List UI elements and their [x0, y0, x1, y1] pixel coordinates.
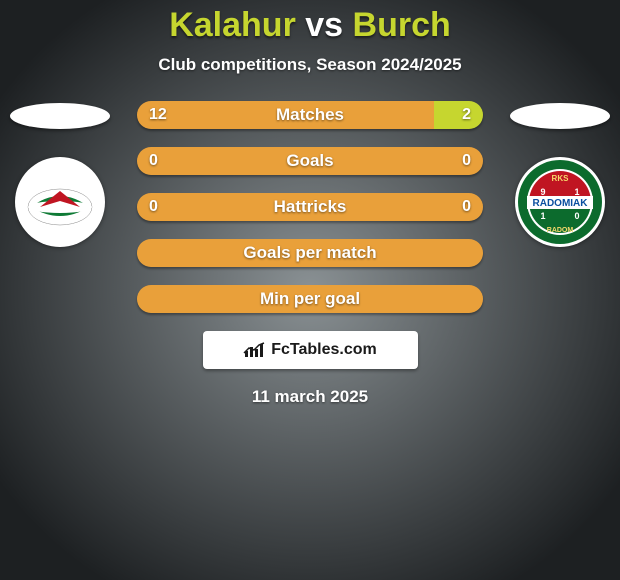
stat-label: Matches: [137, 101, 483, 129]
left-club-logo: [23, 165, 97, 239]
title-player-right: Burch: [353, 6, 451, 44]
left-player-ellipse: [10, 103, 110, 129]
left-club-badge: [15, 157, 105, 247]
right-player-column: RADOMIAK RKS RADOM 9 1 1 0: [500, 93, 620, 247]
stat-bars: Matches122Goals00Hattricks00Goals per ma…: [137, 93, 483, 313]
svg-text:0: 0: [574, 211, 579, 221]
stat-label: Min per goal: [137, 285, 483, 313]
right-club-logo: RADOMIAK RKS RADOM 9 1 1 0: [517, 159, 603, 245]
svg-text:9: 9: [540, 187, 545, 197]
right-club-text: RADOMIAK: [533, 198, 589, 209]
left-player-column: [0, 93, 120, 247]
stat-left-value: 12: [149, 101, 167, 129]
svg-text:RKS: RKS: [552, 174, 570, 183]
right-player-ellipse: [510, 103, 610, 129]
page-root: Kalahur vs Burch Club competitions, Seas…: [0, 0, 620, 580]
stat-pill-matches: Matches12 2: [137, 101, 483, 129]
title-player-left: Kalahur: [169, 6, 296, 44]
subtitle: Club competitions, Season 2024/2025: [0, 55, 620, 75]
stat-left-value: 0: [149, 147, 158, 175]
svg-text:RADOM: RADOM: [547, 227, 574, 234]
stat-label: Goals: [137, 147, 483, 175]
right-club-badge: RADOMIAK RKS RADOM 9 1 1 0: [515, 157, 605, 247]
chart-icon: [243, 341, 265, 359]
stat-right-value: 2: [462, 101, 471, 129]
stat-right-value: 0: [462, 193, 471, 221]
title-vs: vs: [305, 6, 343, 44]
stat-pill-hattricks: Hattricks0 0: [137, 193, 483, 221]
stat-label: Goals per match: [137, 239, 483, 267]
stat-left-value: 0: [149, 193, 158, 221]
stat-right-value: 0: [462, 147, 471, 175]
stat-pill-min-per-goal: Min per goal: [137, 285, 483, 313]
stat-pill-goals: Goals0 0: [137, 147, 483, 175]
stats-area: RADOMIAK RKS RADOM 9 1 1 0 Matches12 2 Goa…: [0, 93, 620, 407]
footer-date: 11 march 2025: [0, 387, 620, 407]
stat-pill-goals-per-match: Goals per match: [137, 239, 483, 267]
footer-site-label: FcTables.com: [271, 341, 377, 359]
page-title: Kalahur vs Burch: [0, 0, 620, 45]
footer-site-badge[interactable]: FcTables.com: [203, 331, 418, 369]
stat-label: Hattricks: [137, 193, 483, 221]
svg-text:1: 1: [540, 211, 545, 221]
svg-text:1: 1: [574, 187, 579, 197]
